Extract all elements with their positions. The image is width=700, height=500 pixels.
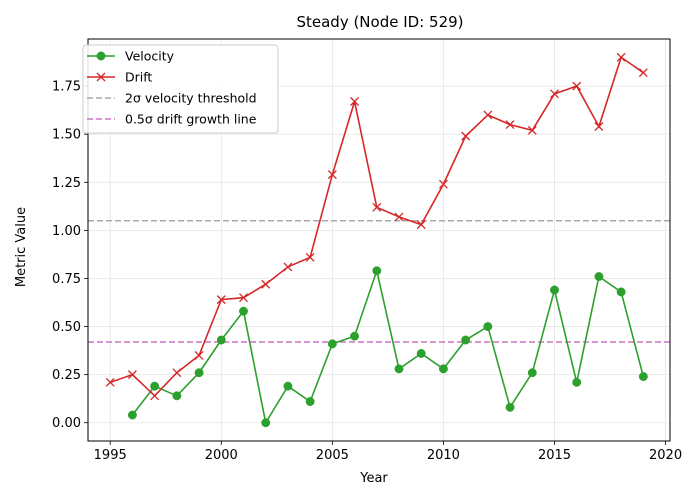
data-point (150, 381, 160, 391)
data-point (283, 381, 293, 391)
legend-label: Velocity (125, 49, 175, 64)
data-point (483, 110, 493, 120)
grid-lines (88, 39, 670, 441)
legend-entry: 0.5σ drift growth line (87, 112, 257, 127)
x-tick-label: 2020 (649, 448, 682, 463)
y-tick-label: 0.50 (52, 320, 81, 335)
legend-entry: Velocity (87, 49, 175, 64)
y-tick-label: 1.00 (52, 224, 81, 239)
data-point (327, 170, 337, 180)
x-tick-label: 2005 (316, 448, 349, 463)
data-point (616, 52, 626, 62)
data-point (194, 368, 204, 378)
data-point (394, 364, 404, 374)
y-tick-label: 0.25 (52, 368, 81, 383)
y-tick-label: 1.50 (52, 128, 81, 143)
data-point (372, 202, 382, 212)
legend-entry: 2σ velocity threshold (87, 91, 257, 106)
data-point (105, 377, 115, 387)
data-point (461, 335, 471, 345)
data-point (461, 131, 471, 141)
data-point (127, 410, 137, 420)
data-point (350, 331, 360, 341)
plot-frame (87, 38, 671, 442)
data-point (239, 293, 248, 303)
chart-title: Steady (Node ID: 529) (296, 13, 463, 31)
data-point (283, 262, 293, 272)
x-tick-label: 2015 (538, 448, 571, 463)
data-point (594, 122, 604, 131)
data-point (416, 349, 426, 358)
data-point (305, 252, 315, 262)
series-velocity (127, 266, 648, 428)
y-tick-label: 1.25 (52, 176, 81, 191)
data-point (172, 368, 182, 378)
x-axis-label: Year (359, 471, 388, 486)
data-point (239, 306, 248, 316)
data-point (638, 68, 648, 78)
data-point (550, 285, 559, 295)
data-point (527, 368, 537, 378)
data-point (550, 89, 559, 99)
data-point (616, 287, 626, 297)
series-line (131, 267, 645, 425)
data-series (105, 52, 648, 428)
legend-box (82, 44, 279, 134)
data-point (572, 377, 582, 387)
data-point (96, 72, 106, 82)
y-axis: 0.00 0.25 0.50 0.75 1.00 1.25 1.50 1.75 (52, 80, 88, 431)
y-tick-label: 0.75 (52, 272, 81, 287)
x-axis: 1995 2000 2005 2010 2015 2020 (94, 441, 682, 463)
data-point (150, 391, 160, 401)
data-point (572, 81, 582, 91)
data-point (261, 418, 271, 428)
series-drift (105, 52, 648, 401)
data-point (438, 364, 448, 374)
data-point (350, 97, 360, 106)
legend-label: Drift (125, 70, 152, 85)
data-point (216, 295, 226, 305)
x-tick-label: 2010 (427, 448, 460, 463)
data-point (438, 179, 448, 189)
data-point (216, 335, 226, 345)
data-point (594, 272, 604, 281)
data-point (527, 125, 537, 135)
y-tick-label: 1.75 (52, 80, 81, 95)
data-point (416, 220, 426, 230)
data-point (394, 212, 404, 222)
data-point (96, 51, 106, 61)
data-point (261, 279, 271, 289)
data-point (638, 372, 648, 382)
data-point (194, 350, 204, 360)
data-point (127, 370, 137, 380)
legend-label: 2σ velocity threshold (125, 91, 257, 106)
x-tick-label: 1995 (94, 448, 127, 463)
data-point (305, 397, 315, 407)
data-point (505, 120, 515, 130)
legend: Velocity Drift 2σ velocity threshold 0.5σ d… (82, 44, 279, 134)
y-tick-label: 0.00 (52, 416, 81, 431)
data-point (372, 266, 382, 276)
data-point (327, 339, 337, 349)
y-axis-label: Metric Value (14, 207, 29, 287)
x-tick-label: 2000 (205, 448, 238, 463)
legend-entry: Drift (87, 70, 152, 85)
legend-label: 0.5σ drift growth line (125, 112, 257, 127)
data-point (505, 402, 515, 412)
data-point (172, 391, 182, 401)
reference-lines (88, 220, 670, 343)
data-point (483, 322, 493, 332)
